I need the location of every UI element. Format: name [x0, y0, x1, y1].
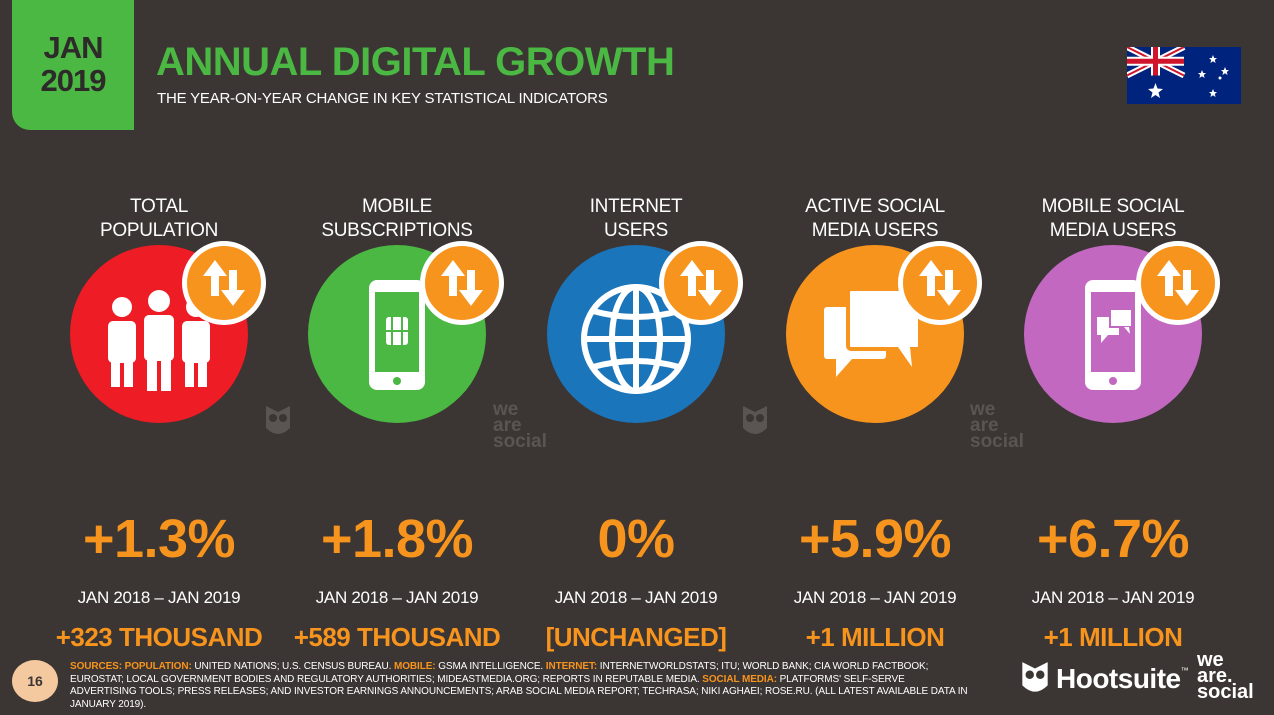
up-down-arrows-icon [659, 241, 743, 325]
up-down-arrows-icon [420, 241, 504, 325]
indicator-label-line2: SUBSCRIPTIONS [321, 220, 473, 241]
percent-change: 0% [597, 509, 675, 569]
globe-icon [581, 284, 691, 394]
indicator-label-line2: MEDIA USERS [811, 220, 939, 241]
page-number: 16 [12, 660, 58, 702]
period: JAN 2018 – JAN 2019 [554, 588, 718, 607]
absolute-change: +1 MILLION [1043, 622, 1183, 652]
date-badge: JAN 2019 [12, 0, 134, 130]
up-down-arrows-icon [182, 241, 266, 325]
we-are-social-watermark: we are social [970, 399, 1024, 452]
up-down-arrows-icon [1136, 241, 1220, 325]
page-title: ANNUAL DIGITAL GROWTH [156, 40, 675, 84]
period: JAN 2018 – JAN 2019 [77, 588, 241, 607]
indicator-label-line1: MOBILE SOCIAL [1041, 196, 1185, 217]
indicator-label-line2: MEDIA USERS [1049, 220, 1177, 241]
percent-change: +1.8% [320, 509, 474, 569]
indicator-label-line2: USERS [604, 220, 668, 241]
indicator-label-line1: TOTAL [130, 196, 188, 217]
indicator-label-line1: ACTIVE SOCIAL [805, 196, 945, 217]
mobile-phone-icon [369, 280, 425, 390]
indicator-internet-users: INTERNET USERS 0% JAN 2018 – JAN 2019 [U… [521, 195, 751, 653]
percent-change: +5.9% [798, 509, 952, 569]
date-month: JAN [43, 30, 103, 66]
indicator-label-line2: POPULATION [99, 220, 219, 241]
indicator-mobile-social-media-users: MOBILE SOCIAL MEDIA USERS +6.7% JAN 2018… [998, 195, 1228, 653]
indicator-mobile-subscriptions: MOBILE SUBSCRIPTIONS +1.8% JAN 2018 – JA… [282, 195, 512, 653]
we-are-social-watermark: we are social [493, 399, 547, 452]
sources-text: SOURCES: POPULATION: UNITED NATIONS; U.S… [70, 661, 968, 710]
hootsuite-owl-icon [1022, 662, 1048, 692]
indicator-active-social-media-users: ACTIVE SOCIAL MEDIA USERS +5.9% JAN 2018… [760, 195, 990, 653]
australia-flag-icon [1127, 47, 1241, 104]
we-are-social-logo: we are. social [1197, 649, 1254, 703]
absolute-change: [UNCHANGED] [545, 622, 727, 652]
period: JAN 2018 – JAN 2019 [315, 588, 479, 607]
up-down-arrows-icon [898, 241, 982, 325]
indicator-label-line1: INTERNET [589, 196, 683, 217]
people-icon [108, 290, 210, 391]
absolute-change: +1 MILLION [805, 622, 945, 652]
period: JAN 2018 – JAN 2019 [793, 588, 957, 607]
percent-change: +6.7% [1036, 509, 1190, 569]
percent-change: +1.3% [82, 509, 236, 569]
absolute-change: +589 THOUSAND [293, 622, 501, 652]
period: JAN 2018 – JAN 2019 [1031, 588, 1195, 607]
indicator-total-population: TOTAL POPULATION +1.3% JAN 20 [44, 195, 274, 653]
hootsuite-logo: Hootsuite ™ [1020, 660, 1189, 698]
owl-watermark-icon [266, 406, 290, 434]
date-year: 2019 [40, 63, 107, 98]
absolute-change: +323 THOUSAND [55, 622, 263, 652]
mobile-chat-icon [1085, 280, 1141, 390]
owl-watermark-icon [743, 406, 767, 434]
page-subtitle: THE YEAR-ON-YEAR CHANGE IN KEY STATISTIC… [157, 90, 608, 107]
indicator-label-line1: MOBILE [362, 196, 432, 217]
chat-bubbles-icon [824, 287, 922, 377]
